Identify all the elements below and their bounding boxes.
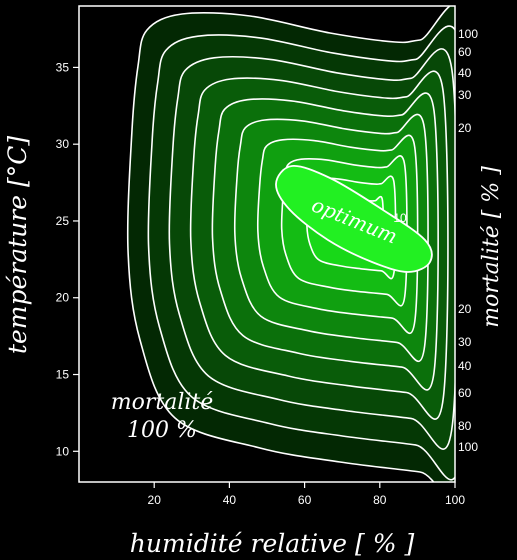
contour-level-label: 100: [458, 27, 478, 41]
plot-frame: [78, 5, 456, 483]
y-tick-label: 10: [56, 444, 70, 458]
y-tick-label: 35: [56, 60, 70, 74]
contour-optimum: [275, 165, 433, 273]
annotation-mortality-100: 100 %: [127, 418, 197, 443]
x-tick-label: 20: [148, 493, 162, 507]
x-axis: 20 40 60 80 100: [148, 482, 465, 507]
contour-level-label: 40: [458, 66, 472, 80]
contour-level-label: 60: [458, 386, 472, 400]
y-axis-title: température [°C]: [3, 136, 32, 354]
x-tick-label: 60: [298, 493, 312, 507]
contour-level-label: 30: [458, 88, 472, 102]
contour-level-label: 20: [458, 121, 472, 135]
x-tick-label: 40: [223, 493, 237, 507]
contour-layer: [126, 6, 455, 482]
y-tick-label: 25: [56, 214, 70, 228]
x-axis-title: humidité relative [ % ]: [130, 529, 415, 558]
contour-level-label: 60: [458, 45, 472, 59]
right-level-labels: 100 60 40 30 20 20 30 40 60 80 100: [458, 27, 478, 454]
y-tick-label: 15: [56, 368, 70, 382]
annotation-mortality: mortalité: [111, 390, 214, 415]
y-axis: 10 15 20 25 30 35: [56, 60, 79, 458]
right-axis-title: mortalité [ % ]: [479, 166, 504, 328]
y-tick-label: 20: [56, 291, 70, 305]
contour-level-label: 20: [458, 302, 472, 316]
y-tick-label: 30: [56, 137, 70, 151]
contour-label-inner: 10: [393, 211, 407, 225]
contour-level-label: 40: [458, 359, 472, 373]
contour-level-label: 80: [458, 419, 472, 433]
x-tick-label: 80: [373, 493, 387, 507]
contour-level-label: 100: [458, 440, 478, 454]
x-tick-label: 100: [445, 493, 465, 507]
contour-level-label: 30: [458, 335, 472, 349]
